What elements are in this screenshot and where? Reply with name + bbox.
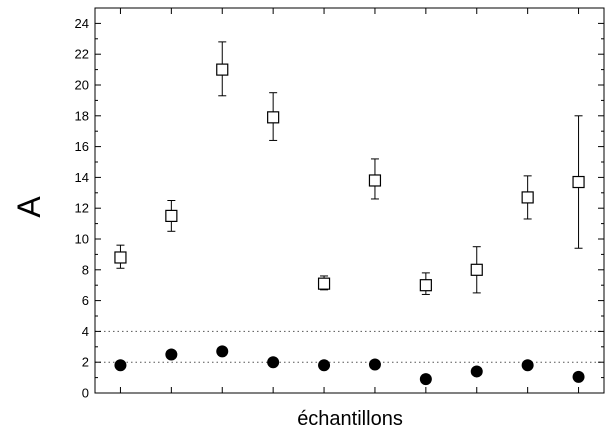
data-point-square (419, 279, 432, 292)
data-point-square (114, 251, 127, 264)
y-tick-label: 20 (75, 78, 89, 93)
plot-frame (94, 7, 605, 394)
axis-labels: A échantillons (11, 196, 403, 430)
data-point-square (470, 263, 483, 276)
y-tick-label: 24 (75, 16, 89, 31)
data-point-circle (165, 348, 178, 361)
y-tick-label: 22 (75, 47, 89, 62)
data-point-circle (419, 373, 432, 386)
data-point-circle (368, 358, 381, 371)
y-tick-label: 4 (82, 324, 89, 339)
y-tick-label: 10 (75, 232, 89, 247)
y-tick-label: 12 (75, 201, 89, 216)
data-point-square (521, 191, 534, 204)
y-tick-label: 8 (82, 262, 89, 277)
y-tick-label: 0 (82, 386, 89, 401)
y-axis-title: A (11, 196, 47, 218)
data-point-circle (521, 359, 534, 372)
y-tick-label: 16 (75, 139, 89, 154)
error-bars (116, 41, 583, 295)
data-point-circle (114, 359, 127, 372)
y-tick-label: 14 (75, 170, 89, 185)
data-point-square (267, 111, 280, 124)
y-tick-label: 6 (82, 293, 89, 308)
data-point-square (216, 63, 229, 76)
y-tick-label: 18 (75, 108, 89, 123)
data-point-square (165, 209, 178, 222)
data-point-square (317, 277, 331, 290)
data-point-circle (216, 345, 229, 358)
data-point-circle (470, 365, 483, 378)
reference-lines (95, 330, 604, 363)
data-point-square (572, 175, 585, 189)
data-point-square (368, 174, 382, 187)
data-point-circle (267, 356, 280, 369)
x-axis-title: échantillons (297, 408, 403, 430)
data-point-circle (318, 359, 331, 372)
data-markers (114, 63, 585, 386)
y-tick-label: 2 (82, 355, 89, 370)
data-point-circle (572, 370, 585, 383)
